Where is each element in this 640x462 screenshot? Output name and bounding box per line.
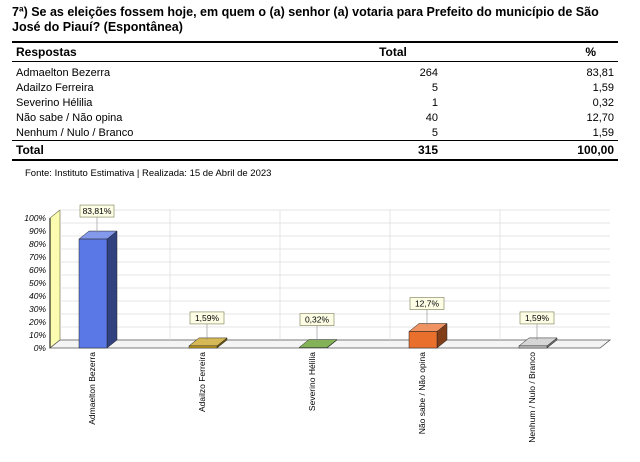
- row-total: 5: [431, 81, 438, 94]
- x-tick-label: Não sabe / Não opina: [417, 352, 427, 434]
- table-row: Adailzo Ferreira 5 1,59: [12, 80, 618, 95]
- row-total: 5: [431, 126, 438, 139]
- y-tick-label: 70%: [29, 252, 46, 262]
- y-tick-label: 100%: [24, 213, 46, 223]
- row-label: Admaelton Bezerra: [16, 66, 111, 79]
- bar: [408, 331, 438, 349]
- source-note: Fonte: Instituto Estimativa | Realizada:…: [25, 168, 272, 179]
- total-row: Total 315 100,00: [12, 140, 618, 161]
- row-percent: 0,32: [592, 96, 614, 109]
- table-row: Nenhum / Nulo / Branco 5 1,59: [12, 125, 618, 141]
- table-row: Admaelton Bezerra 264 83,81: [12, 62, 618, 81]
- row-total: 1: [431, 96, 438, 109]
- bar-top: [298, 339, 338, 348]
- data-label-box: [299, 313, 335, 326]
- row-label: Severino Hélilia: [16, 96, 93, 109]
- question-title: 7ª) Se as eleições fossem hoje, em quem …: [12, 5, 599, 34]
- bar: [518, 345, 548, 349]
- row-percent: 83,81: [586, 66, 614, 79]
- bar-side: [106, 230, 118, 349]
- data-label: 0,32%: [305, 315, 330, 325]
- y-tick-label: 30%: [29, 304, 46, 314]
- row-total: 40: [425, 111, 438, 124]
- y-tick-label: 10%: [29, 330, 46, 340]
- y-tick-label: 50%: [29, 278, 46, 288]
- header-total: Total: [344, 41, 442, 62]
- row-percent: 1,59: [592, 81, 614, 94]
- data-label: 12,7%: [415, 298, 440, 308]
- y-tick-label: 0%: [34, 343, 47, 353]
- bar-chart: 0% 10% 20% 30% 40% 50% 60% 70% 80% 90% 100% 83,81% A…: [24, 204, 612, 443]
- chart-left-wall: [49, 209, 61, 349]
- data-label: 1,59%: [525, 313, 550, 323]
- data-label-box: [79, 204, 115, 218]
- y-tick-label: 80%: [29, 239, 46, 249]
- total-count: 315: [344, 140, 442, 161]
- bar: [78, 238, 108, 349]
- row-label: Não sabe / Não opina: [16, 111, 123, 124]
- y-tick-label: 60%: [29, 265, 46, 275]
- data-label: 1,59%: [195, 313, 220, 323]
- total-label: Total: [12, 140, 344, 161]
- results-table: Respostas Total % Admaelton Bezerra 264 …: [12, 41, 618, 161]
- data-label-box: [519, 311, 555, 325]
- row-percent: 1,59: [592, 126, 614, 139]
- x-tick-label: Severino Hélilia: [307, 352, 317, 411]
- data-label-box: [409, 297, 445, 310]
- bar: [188, 345, 218, 349]
- table-row: Não sabe / Não opina 40 12,70: [12, 110, 618, 125]
- x-tick-label: Nenhum / Nulo / Branco: [527, 352, 537, 443]
- row-percent: 12,70: [586, 111, 614, 124]
- data-label: 83,81%: [83, 206, 112, 216]
- data-label-box: [189, 311, 225, 325]
- y-tick-label: 90%: [29, 226, 46, 236]
- header-percent: %: [442, 41, 618, 62]
- y-tick-label: 40%: [29, 291, 46, 301]
- x-tick-label: Adailzo Ferreira: [197, 352, 207, 412]
- total-percent: 100,00: [442, 140, 618, 161]
- row-label: Nenhum / Nulo / Branco: [16, 126, 134, 139]
- y-tick-label: 20%: [28, 317, 46, 327]
- table-header-row: Respostas Total %: [12, 41, 618, 62]
- header-respostas: Respostas: [12, 41, 344, 62]
- row-label: Adailzo Ferreira: [16, 81, 94, 94]
- table-row: Severino Hélilia 1 0,32: [12, 95, 618, 110]
- row-total: 264: [419, 66, 438, 79]
- x-tick-label: Admaelton Bezerra: [87, 352, 97, 425]
